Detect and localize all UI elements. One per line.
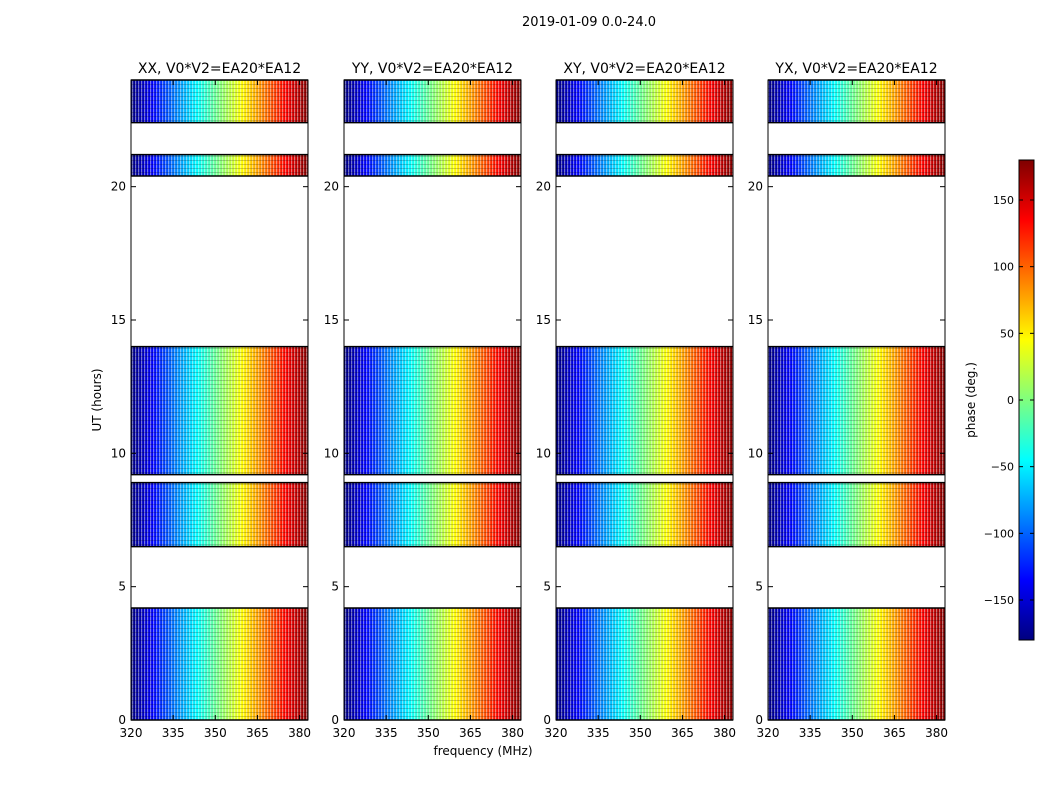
data-band-texture	[556, 608, 733, 720]
x-tick-label: 335	[375, 726, 398, 740]
colorbar-tick-label: 0	[1007, 394, 1014, 407]
y-tick-label: 5	[543, 580, 551, 594]
panel-frame	[130, 79, 309, 721]
data-band-texture	[556, 80, 733, 123]
data-band-texture	[768, 154, 945, 176]
y-tick-label: 20	[536, 180, 551, 194]
panels-group: XX, V0*V2=EA20*EA12 320 335 350 365 380 0 5 10 15…	[111, 61, 948, 740]
x-tick-label: 380	[288, 726, 311, 740]
panel-frame	[343, 79, 522, 721]
panel-title: YX, V0*V2=EA20*EA12	[774, 61, 937, 77]
panel-title: XY, V0*V2=EA20*EA12	[563, 61, 725, 77]
y-tick-label: 15	[324, 313, 339, 327]
data-band-texture	[344, 482, 521, 547]
panel-xx: XX, V0*V2=EA20*EA12 320 335 350 365 380 0 5 10 15…	[111, 61, 311, 740]
y-tick-label: 10	[324, 446, 339, 460]
x-tick-label: 380	[501, 726, 524, 740]
y-tick-label: 5	[118, 580, 126, 594]
colorbar-tick-label: −100	[984, 527, 1014, 540]
y-axis-label: UT (hours)	[90, 368, 104, 431]
panel-xy: XY, V0*V2=EA20*EA12 320 335 350 365 380 0 5 10 15…	[536, 61, 736, 740]
colorbar-tick-label: 150	[993, 194, 1014, 207]
colorbar: 150 100 50 0 −50 −100 −150 phase (deg.)	[964, 159, 1035, 641]
y-tick-label: 10	[111, 446, 126, 460]
x-tick-label: 320	[120, 726, 143, 740]
x-tick-label: 365	[459, 726, 482, 740]
y-tick-label: 15	[111, 313, 126, 327]
x-tick-label: 320	[545, 726, 568, 740]
colorbar-label: phase (deg.)	[964, 362, 978, 438]
x-tick-label: 350	[629, 726, 652, 740]
panel-frame	[555, 79, 734, 721]
x-tick-label: 335	[799, 726, 822, 740]
x-tick-label: 365	[671, 726, 694, 740]
colorbar-tick-label: 50	[1000, 327, 1014, 340]
data-band-texture	[768, 482, 945, 547]
colorbar-tick-label: −50	[991, 461, 1014, 474]
data-band-texture	[344, 346, 521, 475]
data-band-texture	[344, 608, 521, 720]
x-tick-label: 335	[162, 726, 185, 740]
data-band-texture	[344, 80, 521, 123]
y-tick-label: 5	[755, 580, 763, 594]
data-band-texture	[768, 346, 945, 475]
x-tick-label: 350	[204, 726, 227, 740]
panel-frame	[767, 79, 946, 721]
y-tick-label: 15	[536, 313, 551, 327]
data-band-texture	[131, 608, 308, 720]
x-axis-label: frequency (MHz)	[433, 744, 532, 758]
x-tick-label: 335	[587, 726, 610, 740]
y-tick-label: 0	[118, 713, 126, 727]
colorbar-gradient	[1019, 160, 1034, 640]
x-tick-label: 350	[417, 726, 440, 740]
y-tick-label: 5	[331, 580, 339, 594]
y-tick-label: 10	[748, 446, 763, 460]
data-band-texture	[556, 482, 733, 547]
data-band-texture	[768, 80, 945, 123]
y-tick-label: 10	[536, 446, 551, 460]
colorbar-tick-label: −150	[984, 594, 1014, 607]
panel-title: YY, V0*V2=EA20*EA12	[351, 61, 513, 77]
x-tick-label: 380	[925, 726, 948, 740]
panel-title: XX, V0*V2=EA20*EA12	[138, 61, 301, 77]
y-tick-label: 0	[755, 713, 763, 727]
panel-yx: YX, V0*V2=EA20*EA12 320 335 350 365 380 0 5 10 15…	[748, 61, 948, 740]
y-tick-label: 0	[331, 713, 339, 727]
x-tick-label: 365	[246, 726, 269, 740]
y-tick-label: 20	[748, 180, 763, 194]
y-tick-label: 15	[748, 313, 763, 327]
x-tick-label: 380	[713, 726, 736, 740]
x-tick-label: 350	[841, 726, 864, 740]
y-tick-label: 20	[324, 180, 339, 194]
y-tick-label: 20	[111, 180, 126, 194]
x-tick-label: 365	[883, 726, 906, 740]
data-band-texture	[344, 154, 521, 176]
colorbar-tick-label: 100	[993, 261, 1014, 274]
data-band-texture	[131, 154, 308, 176]
data-band-texture	[768, 608, 945, 720]
y-tick-label: 0	[543, 713, 551, 727]
data-band-texture	[131, 346, 308, 475]
panel-yy: YY, V0*V2=EA20*EA12 320 335 350 365 380 0 5 10 15…	[324, 61, 524, 740]
data-band-texture	[556, 346, 733, 475]
figure-suptitle: 2019-01-09 0.0-24.0	[522, 15, 656, 30]
x-tick-label: 320	[333, 726, 356, 740]
data-band-texture	[131, 80, 308, 123]
data-band-texture	[556, 154, 733, 176]
data-band-texture	[131, 482, 308, 547]
x-tick-label: 320	[757, 726, 780, 740]
